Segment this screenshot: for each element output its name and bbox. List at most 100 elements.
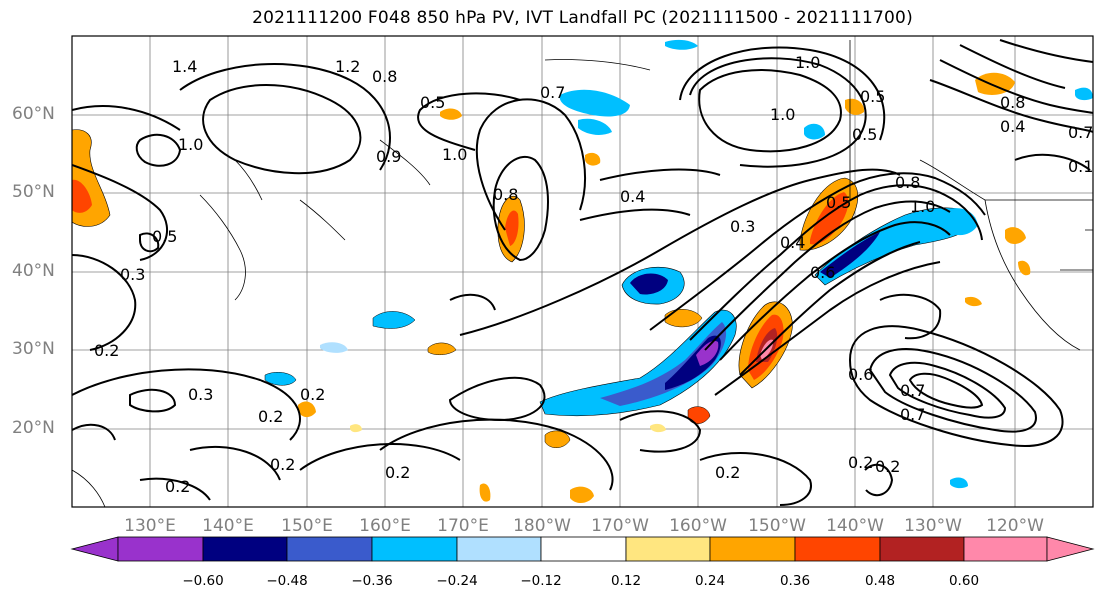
orange-patch-3 [544, 430, 571, 448]
blue-patch-2 [578, 118, 612, 135]
blue-patch-9 [320, 342, 348, 353]
colorbar-tick-label: −0.12 [520, 573, 562, 589]
colorbar-bin [625, 536, 711, 562]
yellow-patch-2 [350, 424, 362, 433]
colorbar-tick-label: 0.36 [779, 573, 811, 589]
contour-label: 0.8 [372, 67, 397, 86]
blue-patch-5 [804, 123, 825, 140]
colorbar-bin [963, 536, 1048, 562]
colorbar-bin [879, 536, 965, 562]
contour-label: 0.2 [715, 463, 740, 482]
chart-title: 2021111200 F048 850 hPa PV, IVT Landfall… [252, 8, 913, 28]
colorbar-tick-label: 0.12 [610, 573, 642, 589]
contour-label: 0.5 [826, 193, 851, 212]
blue-patch-1 [559, 89, 630, 117]
negative-anomaly-band [539, 309, 737, 417]
lat-label-60n: 60°N [12, 104, 55, 124]
ne-positive-core [810, 192, 849, 245]
lon-label-150e: 150°E [281, 516, 333, 536]
map-frame [71, 35, 1094, 508]
lat-label-40n: 40°N [12, 261, 55, 281]
map-background [72, 36, 1093, 507]
orange-patch-7 [687, 406, 711, 424]
blue-patch-8 [950, 477, 968, 489]
coastlines [72, 40, 1093, 507]
colorbar-tick-label: 0.60 [948, 573, 980, 589]
contour-label: 0.2 [875, 457, 900, 476]
contour-label: 0.8 [1000, 93, 1025, 112]
contour-label: 0.8 [895, 173, 920, 192]
contour-label: 0.3 [730, 217, 755, 236]
contour-label: 0.8 [493, 185, 518, 204]
contour-label: 0.2 [848, 453, 873, 472]
orange-patch-8 [1005, 227, 1026, 244]
orange-patch-5 [479, 483, 491, 502]
contour-label: 0.4 [780, 233, 805, 252]
contour-label: 1.0 [770, 105, 795, 124]
contour-label: 1.0 [442, 145, 467, 164]
orange-patch-12 [440, 108, 462, 120]
colorbar-tick-label: −0.60 [182, 573, 224, 589]
contour-label: 0.2 [94, 341, 119, 360]
lon-label-140w: 140°W [826, 516, 884, 536]
colorbar-bin [117, 536, 204, 562]
colorbar-tick-label: −0.36 [351, 573, 393, 589]
contour-label: 0.5 [852, 125, 877, 144]
lon-label-170w: 170°W [591, 516, 649, 536]
colorbar-extend-min [70, 536, 119, 562]
lon-label-180w: 180°W [513, 516, 571, 536]
contour-labels: 1.4 1.2 0.8 1.0 0.5 0.7 1.0 0.9 1.0 0.8 … [94, 53, 1093, 496]
pv-contours [72, 39, 1093, 506]
colorbar-extend-max [1046, 536, 1095, 562]
contour-label: 0.6 [810, 263, 835, 282]
colorbar-bin [794, 536, 881, 562]
colorbar-tick-label: 0.48 [864, 573, 896, 589]
contour-label: 0.5 [860, 87, 885, 106]
lon-label-150w: 150°W [748, 516, 806, 536]
gridlines [72, 36, 1093, 507]
contour-label: 0.5 [420, 93, 445, 112]
lat-label-30n: 30°N [12, 339, 55, 359]
colorbar-bin [456, 536, 542, 562]
lon-label-160e: 160°E [359, 516, 411, 536]
negative-anomaly-min [696, 340, 719, 366]
orange-patch-13 [1018, 260, 1031, 276]
contour-label: 0.6 [848, 365, 873, 384]
contour-label: 0.4 [620, 187, 645, 206]
contour-label: 1.0 [795, 53, 820, 72]
contour-label: 0.7 [900, 381, 925, 400]
contour-label: 0.2 [258, 407, 283, 426]
contour-label: 0.5 [152, 227, 177, 246]
contour-label: 0.2 [165, 477, 190, 496]
contour-label: 1.4 [172, 57, 197, 76]
lon-label-130w: 130°W [904, 516, 962, 536]
blue-patch-4 [264, 372, 297, 386]
orange-patch-2 [427, 342, 457, 355]
colorbar-tick-label: 0.24 [694, 573, 726, 589]
blue-patch-10 [665, 39, 698, 50]
lon-label-170e: 170°E [437, 516, 489, 536]
orange-patch-4 [570, 486, 594, 504]
contour-label: 0.3 [188, 385, 213, 404]
contour-label: 0.2 [270, 455, 295, 474]
orange-patch-14 [965, 296, 982, 307]
contour-label: 0.9 [376, 147, 401, 166]
lon-label-140e: 140°E [202, 516, 254, 536]
contour-label: 0.7 [540, 83, 565, 102]
colorbar [70, 536, 1095, 562]
contour-label: 0.4 [1000, 117, 1025, 136]
positive-blob-kamchatka-core [505, 210, 519, 246]
ne-negative-core [820, 232, 880, 278]
colorbar-bin [202, 536, 288, 562]
positive-blob-west-core [72, 179, 92, 213]
contour-label: 1.0 [178, 135, 203, 154]
colorbar-bin [286, 536, 373, 562]
lon-label-120w: 120°W [986, 516, 1044, 536]
orange-patch-6 [298, 401, 316, 418]
lon-label-160w: 160°W [669, 516, 727, 536]
contour-label: 0.7 [900, 405, 925, 424]
blue-patch-3 [372, 311, 416, 329]
contour-label: 0.2 [385, 463, 410, 482]
contour-label: 0.2 [300, 385, 325, 404]
contour-label: 0.3 [120, 265, 145, 284]
